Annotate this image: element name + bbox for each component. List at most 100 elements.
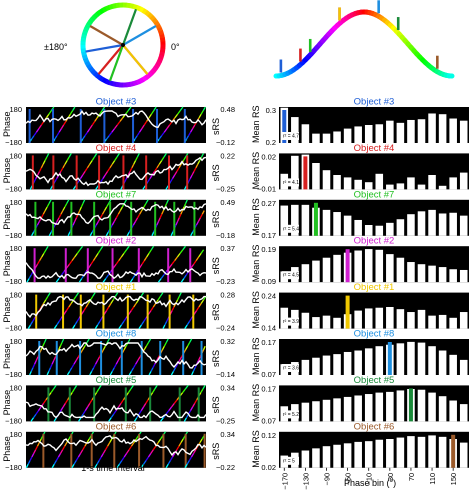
wheel-ring-segment [140,9,143,11]
wheel-ring-segment [159,58,160,62]
rs-tick-top: 0.17 [261,384,276,393]
rs-bar [428,435,436,467]
r-label: r² = 4.7 [283,134,299,140]
wheel-ring-segment [161,55,162,59]
rs-tick-bottom: 0.2 [266,138,276,147]
srs-tick-max: 0.32 [220,337,235,346]
rs-bar [386,223,394,236]
rs-bar [460,443,468,468]
rs-bar [365,249,373,282]
preferred-phase-bar [388,342,392,375]
rs-bar [302,360,310,375]
panel-title: Object #4 [96,143,137,154]
preferred-phase-bar [346,296,350,329]
rs-bar [397,438,405,468]
wheel-ring-segment [159,28,161,32]
srs-tick-max: 0.34 [220,430,235,439]
rs-bar [428,266,436,283]
rs-bar [354,351,362,375]
wheel-ring-segment [146,12,149,14]
rs-bar [344,352,352,375]
rs-bar [386,307,394,329]
wheel-ring-segment [113,84,117,85]
rs-bar [376,308,384,329]
rs-bar [333,318,341,329]
wheel-ring-segment [84,35,85,39]
r-label: r² = 5 [283,458,295,464]
phase-tick-bottom: −180 [5,416,22,425]
wheel-spoke [90,26,123,45]
wheel-ring-segment [87,62,89,65]
rs-tick-top: 0.02 [261,152,276,161]
rs-bar [376,250,384,282]
rs-bar [376,393,384,422]
rs-bar [439,186,447,190]
right-x-axis-label: Phase bin (°) [344,478,396,488]
srs-tick-min: −0.14 [216,370,235,379]
phase-axis-label: Phase [2,297,12,323]
wheel-ring-segment [97,12,100,14]
phase-axis-label: Phase [2,111,12,137]
rs-bar [397,343,405,375]
rs-bar [323,210,331,236]
wheel-ring-segment [84,55,85,59]
rs-bar [312,134,320,143]
preferred-phase-bar [409,388,413,421]
wheel-ring-segment [151,16,154,19]
x-tick-label: 110 [428,473,437,485]
rs-bar [418,390,426,422]
srs-tick-min: −0.24 [216,324,235,333]
wheel-ring-segment [151,70,154,73]
r-label: r² = 4.1 [283,180,299,186]
wheel-ring-segment [106,81,110,82]
rs-axis-label: Mean RS [251,105,261,143]
wheel-ring-segment [112,6,116,7]
panel-title: Object #5 [354,375,395,386]
srs-axis-label: sRS [211,304,221,321]
phase-axis-label: Phase [2,158,12,184]
srs-axis-label: sRS [211,350,221,367]
rs-tick-top: 0.12 [261,431,276,440]
rs-bar [302,205,310,236]
rs-bar [365,348,373,375]
rs-bar [354,311,362,329]
rs-bar [323,134,331,143]
wheel-ring-segment [153,19,155,22]
wheel-ring-segment [143,10,146,12]
wheel-ring-segment [100,10,103,12]
srs-tick-max: 0.28 [220,291,235,300]
rs-bar [365,125,373,143]
phase-axis-label: Phase [2,204,12,230]
phase-tick-bottom: −180 [5,277,22,286]
phase-tick-bottom: −180 [5,370,22,379]
rs-tick-top: 0.17 [261,338,276,347]
phase-cosine-legend [276,0,452,76]
rs-bar [333,445,341,468]
srs-tick-min: −0.22 [216,463,235,472]
srs-tick-max: 0.37 [220,244,235,253]
wheel-ring-segment [84,31,85,35]
rs-bar [439,213,447,235]
r-label: r² = 4.5 [283,273,299,279]
rs-bar [460,121,468,143]
wheel-ring-segment [149,73,152,76]
wheel-ring-segment [88,22,90,25]
wheel-ring-segment [133,6,137,7]
phase-tick-bottom: −180 [5,324,22,333]
r-label: r² = 5.2 [283,412,299,418]
x-tick-label: −90 [323,473,332,486]
rs-bar [386,254,394,282]
wheel-ring-segment [92,71,95,74]
rs-bar [376,124,384,143]
rs-bar [323,446,331,468]
rs-bar [344,129,352,143]
x-tick-label: 70 [407,473,416,481]
rs-bar [418,185,426,190]
rs-bar [333,255,341,282]
rs-bar [418,264,426,282]
rs-bar [376,440,384,468]
rs-bar [449,119,457,143]
